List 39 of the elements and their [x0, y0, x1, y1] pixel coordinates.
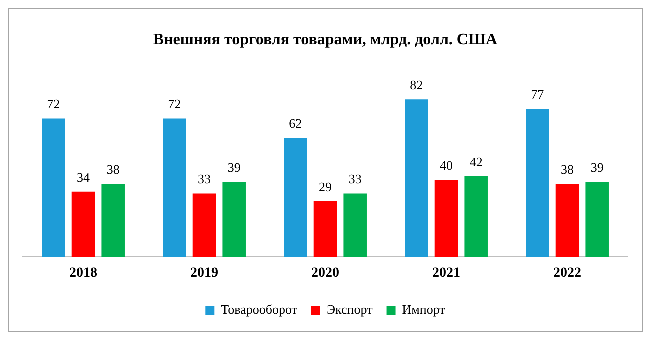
x-tick-label: 2021 — [432, 266, 460, 282]
bar — [556, 184, 580, 258]
chart-title: Внешняя торговля товарами, млрд. долл. США — [153, 32, 498, 49]
bar — [314, 201, 338, 258]
x-tick-label: 2020 — [312, 266, 340, 282]
bar — [526, 109, 550, 258]
data-label: 72 — [168, 96, 182, 112]
data-label: 33 — [348, 172, 362, 187]
data-label: 62 — [289, 116, 302, 131]
bar — [102, 184, 125, 258]
data-label: 34 — [77, 170, 90, 185]
x-tick-label: 2022 — [554, 266, 582, 282]
data-label: 33 — [198, 172, 211, 187]
bar — [344, 194, 367, 258]
bar — [284, 138, 308, 258]
data-label: 39 — [590, 160, 604, 176]
data-label: 38 — [106, 162, 120, 178]
data-label: 39 — [228, 160, 241, 176]
data-label: 38 — [561, 162, 574, 178]
bar — [72, 192, 96, 258]
data-label: 77 — [531, 87, 545, 102]
bar — [222, 182, 246, 258]
bar — [464, 176, 488, 258]
data-label: 29 — [319, 179, 332, 194]
bar — [434, 180, 458, 258]
data-label: 72 — [47, 96, 60, 112]
x-tick-label: 2019 — [190, 266, 218, 282]
legend-label: Импорт — [402, 302, 446, 317]
bar — [192, 194, 216, 258]
bar — [405, 100, 428, 258]
bar — [163, 118, 186, 258]
legend-label: Экспорт — [326, 302, 374, 317]
data-label: 42 — [470, 154, 483, 170]
data-label: 82 — [410, 78, 424, 92]
data-label: 40 — [440, 158, 453, 174]
legend-label: Товарооборот — [221, 302, 298, 317]
bar — [586, 182, 609, 258]
bar — [42, 118, 66, 258]
x-tick-label: 2018 — [70, 266, 98, 282]
